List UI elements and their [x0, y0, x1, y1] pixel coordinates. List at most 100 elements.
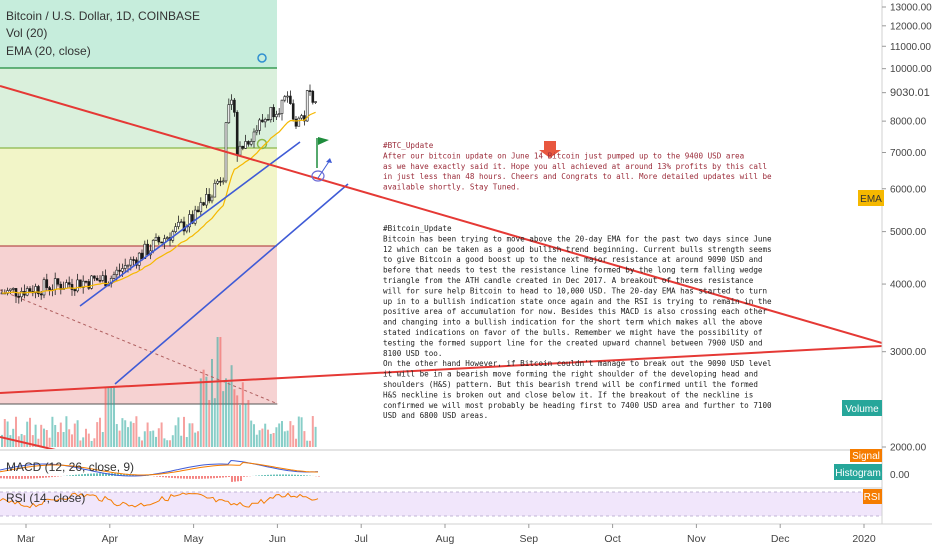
- volume-bar: [85, 428, 87, 447]
- candle-body: [277, 113, 281, 115]
- macd-histogram-bar: [36, 476, 38, 479]
- macd-histogram-bar: [222, 476, 224, 478]
- volume-bar: [250, 420, 253, 447]
- volume-bar: [68, 429, 71, 447]
- volume-bar: [208, 400, 211, 447]
- volume-bar: [90, 440, 93, 447]
- volume-bar: [219, 337, 222, 447]
- macd-histogram-bar: [180, 476, 182, 479]
- candle-body: [73, 289, 77, 292]
- macd-histogram-bar: [69, 475, 71, 476]
- macd-histogram-bar: [210, 476, 212, 479]
- macd-histogram-bar: [297, 474, 299, 476]
- candle-body: [261, 119, 264, 123]
- volume-histogram: [1, 337, 317, 447]
- note-line: On the other hand However, if Bitcoin co…: [383, 359, 772, 368]
- macd-histogram-bar: [168, 476, 170, 478]
- volume-bar: [48, 437, 51, 447]
- volume-bar: [138, 436, 141, 447]
- candle-body: [294, 118, 298, 127]
- candle-body: [263, 119, 267, 123]
- price-tick-label: 6000.00: [890, 184, 927, 195]
- candle-body: [188, 214, 191, 228]
- note-line: #Bitcoin_Update: [383, 224, 452, 233]
- volume-bar: [281, 421, 283, 447]
- volume-bar: [146, 422, 149, 447]
- volume-badge: Volume: [842, 400, 882, 416]
- ema-line: [1, 111, 316, 294]
- volume-bar: [311, 416, 314, 447]
- volume-bar: [87, 433, 90, 447]
- volume-bar: [76, 420, 79, 447]
- volume-bar: [40, 424, 43, 447]
- candle-body: [98, 279, 102, 282]
- volume-bar: [15, 416, 17, 447]
- volume-bar: [258, 430, 261, 447]
- volume-bar: [188, 423, 191, 447]
- price-tick-label: 11000.00: [890, 42, 931, 53]
- histogram-badge: Histogram: [834, 464, 882, 480]
- volume-bar: [23, 435, 26, 447]
- candle-body: [193, 209, 197, 224]
- macd-histogram-bar: [78, 474, 80, 476]
- volume-bar: [216, 337, 219, 447]
- volume-bar: [26, 421, 29, 447]
- volume-bar: [121, 418, 124, 447]
- candle-body: [314, 101, 317, 103]
- note-line: as we have exactly said it. Hope you all…: [383, 162, 767, 171]
- volume-bar: [314, 426, 317, 447]
- volume-bar: [101, 432, 104, 447]
- macd-histogram-bar: [165, 476, 167, 478]
- candle-body: [157, 236, 161, 243]
- volume-bar: [129, 421, 132, 447]
- candle-body: [202, 202, 205, 206]
- note-line: available shortly. Stay Tuned.: [383, 183, 520, 192]
- candle-body: [244, 141, 247, 149]
- macd-histogram-bar: [234, 476, 236, 482]
- volume-bar: [135, 416, 138, 447]
- candle-body: [207, 194, 211, 202]
- volume-bar: [225, 378, 227, 447]
- price-axis[interactable]: 13000.00 12000.00 11000.00 10000.00 9030.01 8…: [882, 3, 932, 482]
- macd-histogram-bar: [204, 476, 206, 479]
- note-line: Bitcoin has been trying to move above th…: [383, 234, 772, 243]
- volume-bar: [79, 440, 82, 447]
- macd-histogram-bar: [198, 476, 200, 479]
- volume-bar: [174, 425, 177, 447]
- volume-bar: [31, 435, 34, 447]
- candle-body: [137, 252, 141, 266]
- volume-bar: [211, 358, 213, 447]
- macd-histogram-bar: [102, 473, 104, 476]
- rsi-band: [0, 492, 882, 516]
- time-tick-label: Mar: [17, 533, 36, 545]
- note-line: testing the formed support line for the …: [383, 338, 762, 347]
- macd-histogram-bar: [96, 473, 98, 476]
- volume-bar: [183, 416, 185, 447]
- macd-histogram-bar: [9, 476, 11, 479]
- time-axis[interactable]: Mar Apr May Jun Jul Aug Sep Oct Nov Dec 2020: [17, 524, 876, 545]
- macd-histogram-bar: [288, 474, 290, 476]
- time-tick-label: Jun: [269, 533, 286, 545]
- candle-body: [70, 284, 74, 290]
- price-tick-label: 3000.00: [890, 347, 927, 358]
- macd-pane: [0, 459, 320, 482]
- candle-body: [233, 99, 236, 113]
- candle-body: [221, 180, 225, 183]
- macd-histogram-bar: [15, 476, 17, 479]
- note-line: 12 which can be taken as a good bullish …: [383, 245, 772, 254]
- price-tick-label: 13000.00: [890, 3, 932, 14]
- candle-body: [205, 194, 208, 206]
- candle-body: [272, 107, 275, 118]
- price-tick-label: 12000.00: [890, 21, 932, 32]
- time-tick-label: May: [184, 533, 205, 545]
- price-tick-label: 5000.00: [890, 227, 927, 238]
- candle-body: [182, 221, 186, 232]
- volume-bar: [9, 435, 12, 447]
- volume-bar: [297, 416, 300, 447]
- candle-body: [179, 221, 183, 224]
- candle-body: [129, 259, 133, 266]
- macd-histogram-bar: [27, 476, 29, 479]
- candle-body: [177, 221, 180, 227]
